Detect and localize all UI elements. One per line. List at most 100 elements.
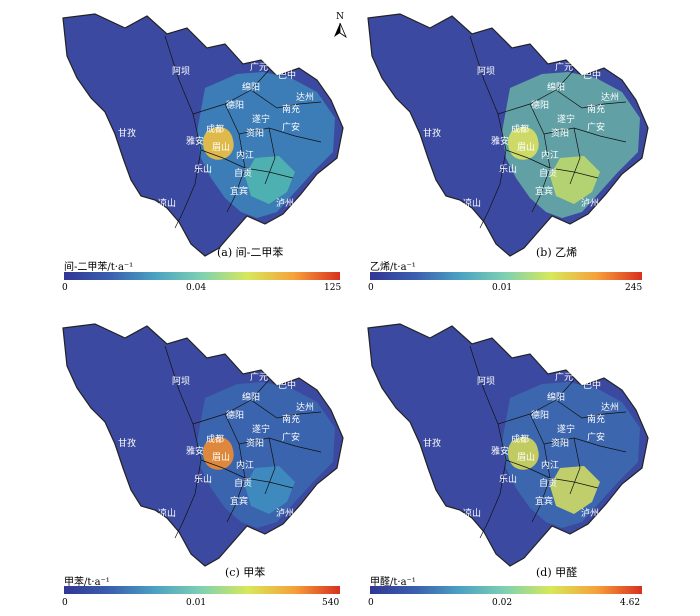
tick-c-min: 0 bbox=[62, 598, 68, 608]
city-border bbox=[543, 437, 627, 453]
city-label: 资阳 bbox=[551, 128, 569, 139]
city-label: 泸州 bbox=[581, 198, 599, 209]
city-label: 巴中 bbox=[583, 69, 601, 81]
city-label: 宜宾 bbox=[535, 495, 553, 507]
city-label: 遂宁 bbox=[252, 423, 270, 435]
tick-c-max: 540 bbox=[322, 598, 340, 608]
city-label: 成都 bbox=[206, 433, 224, 445]
hotspot-chengdu bbox=[508, 436, 539, 470]
city-label: 达州 bbox=[601, 91, 619, 103]
city-border bbox=[244, 477, 294, 489]
hotspot-chengdu bbox=[508, 126, 539, 160]
city-border bbox=[555, 89, 627, 109]
city-label: 阿坝 bbox=[172, 376, 190, 387]
tick-b-min: 0 bbox=[368, 283, 374, 293]
city-label: 南充 bbox=[587, 413, 605, 425]
city-label: 甘孜 bbox=[118, 127, 136, 139]
city-border bbox=[497, 379, 575, 425]
south-shading bbox=[550, 156, 600, 204]
city-border bbox=[569, 437, 581, 495]
colorbar-d bbox=[370, 586, 642, 594]
city-label: 德阳 bbox=[226, 99, 244, 111]
city-label: 自贡 bbox=[539, 167, 557, 179]
city-label: 自贡 bbox=[234, 477, 252, 489]
city-label: 甘孜 bbox=[118, 437, 136, 449]
tick-c-mid: 0.01 bbox=[186, 598, 207, 608]
city-label: 雅安 bbox=[491, 445, 509, 457]
city-label: 攀枝花 bbox=[139, 541, 166, 553]
city-label: 德阳 bbox=[531, 99, 549, 111]
city-label: 凉山 bbox=[158, 197, 176, 209]
city-label: 乐山 bbox=[194, 473, 212, 485]
panel-label-a: (a) 间-二甲苯 bbox=[217, 246, 284, 259]
city-label: 泸州 bbox=[276, 508, 294, 519]
city-border bbox=[497, 69, 575, 115]
city-border bbox=[250, 89, 322, 109]
city-label: 凉山 bbox=[463, 197, 481, 209]
city-label: 南充 bbox=[587, 103, 605, 115]
city-label: 阿坝 bbox=[477, 376, 495, 387]
colorbar-b bbox=[370, 272, 642, 280]
colorbar-c bbox=[64, 586, 340, 594]
city-label: 泸州 bbox=[581, 508, 599, 519]
city-label: 资阳 bbox=[246, 438, 264, 449]
map-panel-c: 阿坝 甘孜 凉山 攀枝花 广元 巴中 达州 绵阳 南充 德阳 遂宁 广安 成都 资阳 雅安 眉山 内江 乐山 自贡宜… bbox=[55, 318, 355, 598]
city-border bbox=[238, 127, 322, 143]
colorbar-a bbox=[64, 272, 340, 280]
city-label: 内江 bbox=[541, 459, 559, 471]
city-label: 巴中 bbox=[278, 379, 296, 391]
city-label: 广元 bbox=[555, 371, 573, 383]
panel-label-d: (d) 甲醛 bbox=[536, 566, 578, 579]
city-label: 南充 bbox=[282, 413, 300, 425]
city-border bbox=[555, 399, 627, 419]
city-label: 乐山 bbox=[499, 473, 517, 485]
city-border bbox=[264, 127, 276, 185]
tick-a-min: 0 bbox=[62, 283, 68, 293]
city-label: 雅安 bbox=[186, 445, 204, 457]
east-basin-shading bbox=[197, 72, 335, 218]
city-label: 资阳 bbox=[246, 128, 264, 139]
city-label: 攀枝花 bbox=[444, 541, 471, 553]
city-label: 内江 bbox=[236, 459, 254, 471]
city-label: 内江 bbox=[541, 149, 559, 161]
city-label: 成都 bbox=[511, 123, 529, 135]
city-label: 成都 bbox=[206, 123, 224, 135]
city-label: 巴中 bbox=[278, 69, 296, 81]
colorbar-title-a: 间-二甲苯/t·a⁻¹ bbox=[64, 262, 134, 273]
north-arrow: N bbox=[333, 12, 347, 41]
city-label: 阿坝 bbox=[477, 66, 495, 77]
hotspot-chengdu bbox=[203, 436, 234, 470]
tick-d-mid: 0.02 bbox=[492, 598, 513, 608]
city-label: 乐山 bbox=[499, 163, 517, 175]
city-label: 凉山 bbox=[463, 507, 481, 519]
city-label: 广安 bbox=[587, 431, 605, 443]
city-label: 阿坝 bbox=[172, 66, 190, 77]
city-label: 南充 bbox=[282, 103, 300, 115]
panel-label-b: (b) 乙烯 bbox=[536, 246, 578, 259]
city-label: 雅安 bbox=[491, 135, 509, 147]
city-label: 达州 bbox=[296, 401, 314, 413]
city-border bbox=[505, 459, 551, 479]
city-label: 凉山 bbox=[158, 507, 176, 519]
city-border bbox=[200, 149, 246, 169]
city-label: 绵阳 bbox=[242, 391, 260, 403]
city-label: 广安 bbox=[587, 121, 605, 133]
map-panel-d: 阿坝 甘孜 凉山 攀枝花 广元 巴中 达州 绵阳 南充 德阳 遂宁 广安 成都 资阳 雅安 眉山 内江 乐山 自贡宜… bbox=[360, 318, 660, 598]
city-label: 宜宾 bbox=[230, 495, 248, 507]
city-label: 广安 bbox=[282, 121, 300, 133]
north-arrow-icon bbox=[334, 22, 347, 39]
city-label: 广安 bbox=[282, 431, 300, 443]
city-border bbox=[192, 69, 270, 115]
tick-a-max: 125 bbox=[324, 283, 342, 293]
city-border bbox=[244, 167, 294, 179]
city-label: 甘孜 bbox=[423, 127, 441, 139]
city-border bbox=[505, 149, 551, 169]
city-label: 眉山 bbox=[517, 452, 535, 463]
east-basin-shading bbox=[197, 382, 335, 528]
city-border bbox=[200, 459, 246, 479]
city-border bbox=[543, 127, 627, 143]
